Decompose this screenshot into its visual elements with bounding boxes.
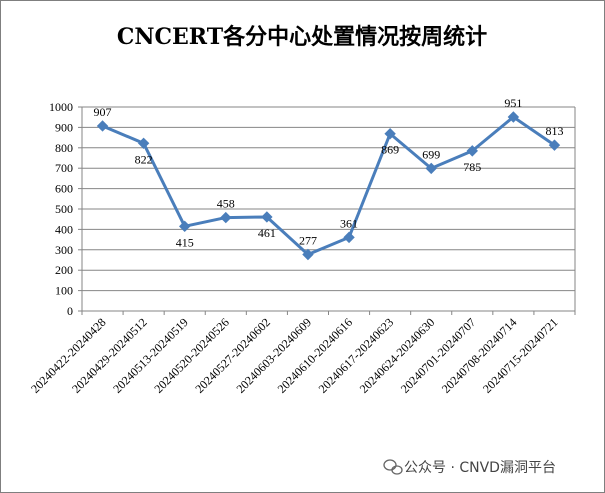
data-point-marker	[343, 231, 355, 244]
axes: 0 100 200 300 400 500 600 700 800 900 1000	[49, 100, 576, 318]
y-tick-label: 1000	[49, 100, 73, 114]
wechat-icon	[383, 459, 403, 475]
data-labels: 907 822 415 458 461 277 361 869 699 785 951 813	[94, 96, 564, 249]
data-label: 361	[340, 216, 358, 230]
data-label: 785	[463, 160, 481, 174]
data-point-marker	[507, 111, 520, 123]
data-point-marker	[466, 145, 478, 157]
y-tick-label: 200	[55, 263, 73, 277]
data-label: 461	[258, 226, 276, 240]
data-label: 699	[422, 147, 440, 161]
chart-title: CNCERT各分中心处置情况按周统计	[117, 24, 487, 50]
data-point-marker	[137, 137, 150, 150]
data-label: 869	[381, 143, 399, 157]
data-label: 415	[176, 235, 194, 249]
data-label: 822	[135, 152, 153, 166]
watermark-text: 公众号 · CNVD漏洞平台	[404, 460, 556, 476]
y-tick-label: 100	[55, 284, 73, 298]
watermark: 公众号 · CNVD漏洞平台	[383, 459, 556, 476]
data-label: 907	[94, 105, 112, 119]
y-tick-label: 300	[55, 243, 73, 257]
y-tick-label: 700	[55, 161, 73, 175]
data-label: 951	[504, 96, 522, 110]
data-point-marker	[179, 220, 191, 233]
data-label: 813	[545, 124, 563, 138]
data-point-marker	[548, 139, 561, 151]
data-point-marker	[302, 248, 314, 261]
y-tick-label: 600	[55, 182, 73, 196]
y-tick-label: 400	[55, 222, 73, 236]
y-tick-label: 500	[55, 202, 73, 216]
y-tick-label: 0	[67, 304, 73, 318]
data-point-marker	[220, 211, 232, 224]
data-point-marker	[425, 162, 437, 175]
data-label: 277	[299, 233, 317, 247]
series-line-group	[96, 111, 561, 261]
y-tick-label: 900	[55, 120, 73, 134]
data-point-marker	[96, 120, 109, 132]
series-line	[101, 115, 556, 256]
data-point-marker	[261, 211, 273, 223]
data-point-marker	[384, 128, 396, 140]
y-tick-label: 800	[55, 141, 73, 155]
data-label: 458	[217, 197, 235, 211]
